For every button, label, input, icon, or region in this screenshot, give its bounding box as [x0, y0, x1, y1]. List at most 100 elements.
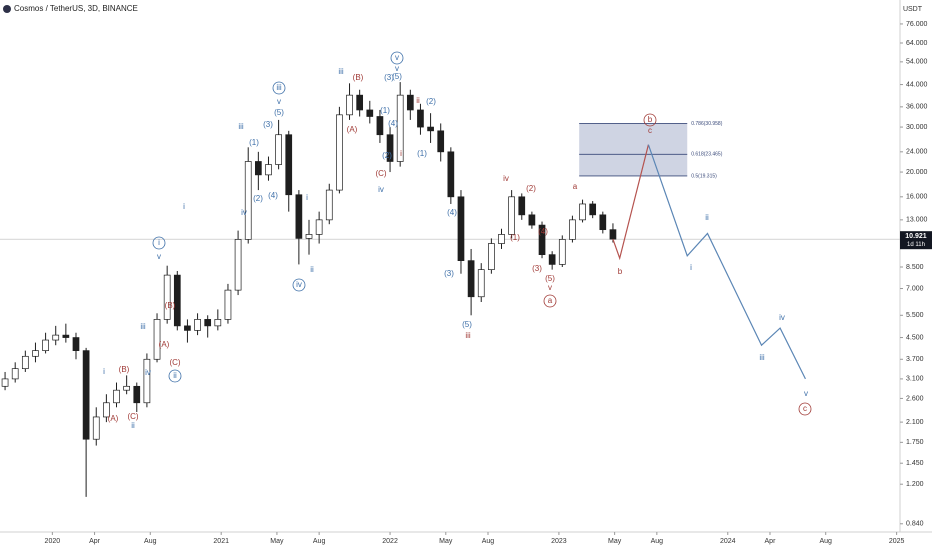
wave-label: (1) [249, 138, 259, 147]
y-tick-label: 13.000 [906, 217, 928, 224]
wave-circle [292, 278, 306, 292]
wave-label: iv [241, 208, 247, 217]
y-tick-label: 2.100 [906, 419, 924, 426]
x-tick-label: 2020 [45, 538, 61, 545]
wave-label: iii [338, 67, 344, 76]
wave-label: iv [378, 185, 384, 194]
price-label: 10.921 [905, 233, 927, 240]
y-tick-label: 3.700 [906, 356, 924, 363]
wave-label: iii [140, 322, 146, 331]
y-tick-label: 1.450 [906, 460, 924, 467]
y-tick-label: 5.500 [906, 312, 924, 319]
candle-body [113, 389, 120, 404]
wave-label: a [548, 296, 553, 305]
wave-label: (2) [426, 97, 436, 106]
candle-body [163, 274, 171, 320]
candle-body [396, 94, 404, 162]
candle-body [133, 385, 141, 404]
y-tick-label: 3.100 [906, 376, 924, 383]
symbol-icon [3, 5, 11, 13]
y-tick-label: 36.000 [906, 104, 928, 111]
y-tick-label: 4.500 [906, 334, 924, 341]
candle-body [346, 94, 353, 116]
candle-body [488, 243, 495, 270]
y-tick-label: 1.200 [906, 481, 924, 488]
wave-label: iii [276, 83, 282, 92]
y-tick-label: 0.840 [906, 521, 924, 528]
candle-body [72, 337, 80, 351]
candle-body [548, 254, 556, 265]
wave-label: (B) [119, 365, 130, 374]
wave-label: (1) [510, 233, 520, 242]
wave-label: c [648, 126, 652, 135]
wave-label: i [306, 193, 308, 202]
x-tick-label: May [439, 538, 453, 545]
wave-label: iv [145, 368, 151, 377]
wave-label: (A) [347, 125, 358, 134]
countdown: 1d 11h [907, 242, 925, 248]
wave-label: (A) [159, 340, 170, 349]
y-tick-label: 30.000 [906, 124, 928, 131]
candle-body [265, 164, 272, 176]
wave-label: (4) [388, 119, 398, 128]
candle-body [427, 126, 434, 132]
wave-label: b [648, 115, 653, 124]
x-tick-label: Aug [144, 538, 157, 545]
y-tick-label: 2.600 [906, 395, 924, 402]
wave-label: a [573, 182, 578, 191]
wave-label: (C) [169, 358, 180, 367]
candle-body [447, 151, 455, 198]
candle-body [356, 94, 364, 111]
wave-label: iii [465, 331, 471, 340]
wave-label: iv [779, 313, 785, 322]
projection-line [647, 144, 806, 380]
wave-label: (B) [165, 301, 176, 310]
y-tick-label: 54.000 [906, 59, 928, 66]
wave-label: v [548, 283, 552, 292]
candle-body [11, 368, 19, 380]
wave-label: v [277, 97, 281, 106]
candle-body [538, 224, 546, 256]
y-tick-label: 8.500 [906, 264, 924, 271]
wave-circle [543, 294, 557, 308]
wave-label: c [803, 404, 807, 413]
candle-body [204, 319, 212, 327]
wave-circle [390, 51, 404, 65]
candle-body [518, 196, 526, 216]
wave-label: ii [416, 96, 420, 105]
candle-body [417, 109, 424, 128]
candle-body [234, 239, 242, 291]
wave-label: (2) [382, 151, 392, 160]
x-tick-label: 2024 [720, 538, 736, 545]
wave-label: ii [173, 371, 177, 380]
wave-label: (C) [375, 169, 386, 178]
candle-body [406, 94, 414, 111]
wave-label: iii [759, 353, 765, 362]
x-tick-label: Aug [482, 538, 495, 545]
x-tick-label: Apr [765, 538, 777, 545]
wave-label: (5) [462, 320, 472, 329]
wave-label: (C) [127, 412, 138, 421]
wave-label: (5) [274, 108, 284, 117]
price-label-bg [900, 231, 932, 250]
wave-label: (1) [417, 149, 427, 158]
candle-body [457, 196, 465, 262]
wave-circle [272, 81, 286, 95]
wave-label: v [395, 53, 399, 62]
wave-label: (3) [263, 120, 273, 129]
wave-label: i [158, 238, 160, 247]
candle-body [42, 339, 49, 351]
candle-body [123, 385, 130, 391]
wave-label: iv [503, 174, 509, 183]
fib-zone [579, 123, 688, 176]
candle-body [82, 350, 90, 440]
candle-body [21, 355, 29, 370]
candle-body [558, 239, 566, 265]
candle-body [224, 289, 232, 320]
wave-label: iv [296, 280, 302, 289]
candle-body [325, 189, 333, 221]
wave-label: (B) [353, 73, 364, 82]
candle-body [92, 416, 100, 440]
